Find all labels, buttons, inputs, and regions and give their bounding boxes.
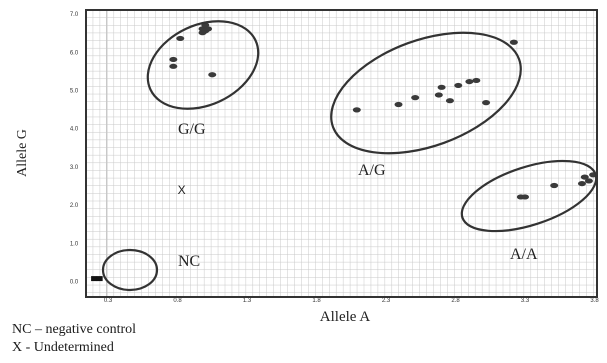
data-point <box>208 72 217 78</box>
data-point <box>437 84 446 90</box>
x-tick-label: 1.3 <box>243 298 252 304</box>
x-tick-label: 0.3 <box>104 298 113 304</box>
y-tick-label: 0.0 <box>70 280 79 286</box>
data-point <box>434 92 443 98</box>
cluster-ellipse-gg <box>146 20 260 110</box>
data-point <box>454 82 463 89</box>
data-point <box>176 35 185 42</box>
caption-undetermined: X - Undetermined <box>12 340 114 355</box>
x-tick-label: 1.8 <box>312 298 321 304</box>
x-tick-labels: 0.3 0.8 1.3 1.8 2.3 2.8 3.3 3.8 <box>104 298 600 304</box>
x-axis-title: Allele A <box>320 309 371 325</box>
y-axis-title: Allele G <box>15 129 30 177</box>
y-tick-label: 1.0 <box>70 241 79 247</box>
y-tick-labels: 0.0 1.0 2.0 3.0 4.0 5.0 6.0 7.0 <box>70 12 79 285</box>
y-tick-label: 5.0 <box>70 89 79 95</box>
data-point <box>394 101 403 108</box>
data-point <box>465 78 474 85</box>
data-point <box>352 107 361 113</box>
cluster-ellipse-aa <box>460 159 598 233</box>
data-point <box>169 63 178 69</box>
data-point <box>472 77 481 84</box>
cluster-label-nc: NC <box>178 253 200 270</box>
data-point <box>96 276 103 282</box>
caption-negative-control: NC – negative control <box>12 322 137 337</box>
undetermined-marker: X <box>178 183 186 197</box>
x-tick-label: 2.3 <box>382 298 391 304</box>
cluster-label-gg: G/G <box>178 121 206 138</box>
data-point <box>509 39 518 45</box>
y-tick-label: 3.0 <box>70 165 79 171</box>
data-point <box>91 276 98 282</box>
data-point <box>584 178 593 184</box>
plot-frame <box>85 9 598 298</box>
y-tick-label: 4.0 <box>70 127 79 133</box>
data-point <box>550 182 559 189</box>
y-tick-label: 2.0 <box>70 203 79 209</box>
y-tick-label: 6.0 <box>70 50 79 56</box>
cluster-label-ag: A/G <box>358 162 386 179</box>
data-point <box>445 98 454 104</box>
data-point <box>169 56 178 63</box>
x-tick-label: 2.8 <box>451 298 460 304</box>
data-point <box>580 174 589 180</box>
data-point <box>577 180 586 187</box>
y-tick-label: 7.0 <box>70 12 79 18</box>
cluster-ellipse-ag <box>330 31 522 155</box>
data-point <box>204 26 213 32</box>
data-points <box>91 22 598 282</box>
x-tick-label: 3.8 <box>590 298 599 304</box>
x-tick-label: 0.8 <box>173 298 182 304</box>
cluster-ellipse-nc <box>101 248 159 292</box>
data-point <box>521 194 529 200</box>
cluster-label-aa: A/A <box>510 246 538 263</box>
data-point <box>482 100 491 106</box>
x-tick-label: 3.3 <box>521 298 530 304</box>
data-point <box>411 95 420 101</box>
